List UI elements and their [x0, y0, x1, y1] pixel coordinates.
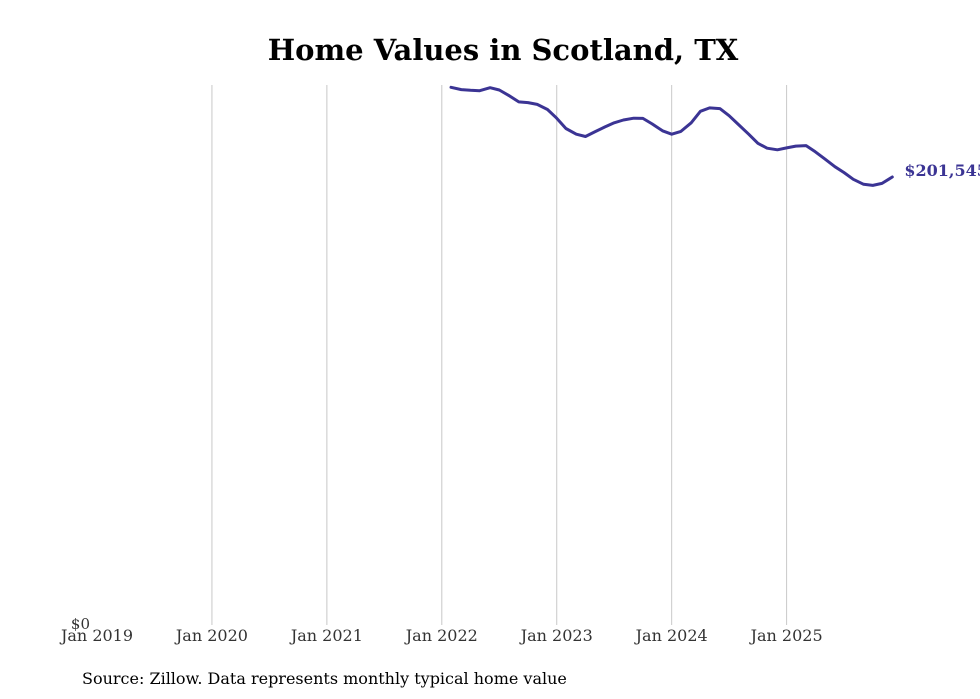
x-tick-label: Jan 2023 [519, 626, 593, 645]
source-note: Source: Zillow. Data represents monthly … [82, 669, 567, 688]
gridlines [211, 85, 788, 625]
x-tick-label: Jan 2025 [749, 626, 823, 645]
end-value-label: $201,545 [904, 161, 980, 180]
series-line [449, 85, 894, 187]
x-tick-label: Jan 2021 [289, 626, 363, 645]
x-tick-label: Jan 2020 [174, 626, 248, 645]
x-axis: Jan 2019 Jan 2020 Jan 2021 Jan 2022 Jan 2023… [59, 626, 823, 645]
x-tick-label: Jan 2022 [404, 626, 478, 645]
x-tick-label: Jan 2024 [634, 626, 708, 645]
x-tick-label: Jan 2019 [59, 626, 133, 645]
y-tick-label: $0 [71, 615, 90, 633]
chart-title: Home Values in Scotland, TX [268, 33, 739, 67]
